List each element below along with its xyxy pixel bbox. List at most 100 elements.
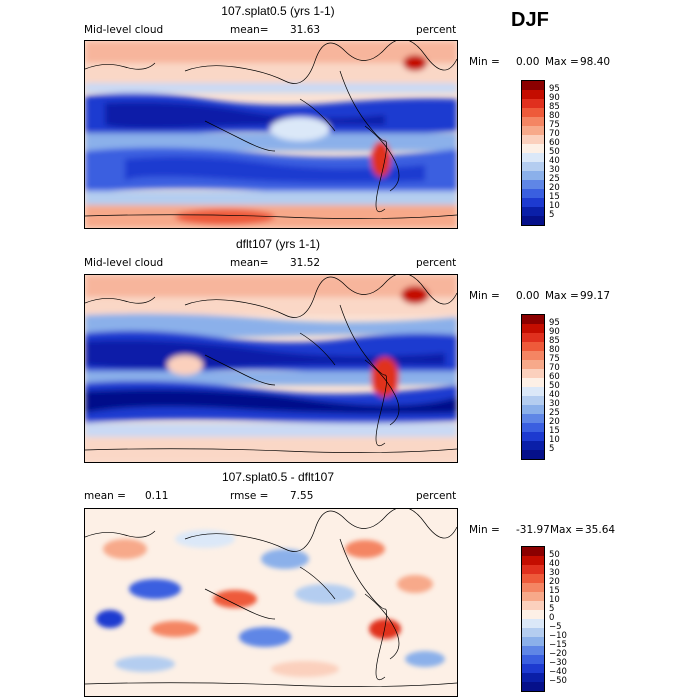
- colorbar-swatch: [522, 198, 544, 207]
- colorbar-tick-label: 20: [549, 577, 560, 587]
- colorbar-tick-label: 15: [549, 192, 560, 202]
- panel2-map-field: [85, 275, 457, 462]
- colorbar-tick-label: 25: [549, 174, 560, 184]
- colorbar-tick-label: 15: [549, 426, 560, 436]
- panel3-min-value: -31.97: [516, 524, 550, 536]
- colorbar-swatch: [522, 583, 544, 592]
- panel2-map: [84, 274, 458, 463]
- panel2-max-value: 99.17: [580, 290, 611, 302]
- panel1-variable-label: Mid-level cloud: [84, 24, 164, 36]
- colorbar-tick-label: 30: [549, 165, 560, 175]
- colorbar-swatch: [522, 432, 544, 441]
- colorbar-swatch: [522, 592, 544, 601]
- colorbar-swatch: [522, 153, 544, 162]
- colorbar-tick-label: 10: [549, 435, 560, 445]
- panel2-min-value: 0.00: [516, 290, 540, 302]
- panel1-colorbar: [521, 80, 545, 226]
- colorbar-swatch: [522, 162, 544, 171]
- colorbar-tick-label: 95: [549, 318, 560, 328]
- colorbar-swatch: [522, 673, 544, 682]
- colorbar-tick-label: 15: [549, 586, 560, 596]
- colorbar-tick-label: 50: [549, 550, 560, 560]
- colorbar-tick-label: 5: [549, 210, 555, 220]
- colorbar-swatch: [522, 405, 544, 414]
- colorbar-swatch: [522, 646, 544, 655]
- colorbar-swatch: [522, 610, 544, 619]
- panel1-mean-value: 31.63: [290, 24, 321, 36]
- colorbar-tick-label: 10: [549, 201, 560, 211]
- colorbar-swatch: [522, 99, 544, 108]
- panel3-units: percent: [416, 490, 457, 502]
- colorbar-tick-label: −5: [549, 622, 562, 632]
- colorbar-swatch: [522, 135, 544, 144]
- colorbar-swatch: [522, 81, 544, 90]
- colorbar-tick-label: 40: [549, 156, 560, 166]
- colorbar-swatch: [522, 180, 544, 189]
- colorbar-swatch: [522, 574, 544, 583]
- colorbar-tick-label: 30: [549, 568, 560, 578]
- colorbar-swatch: [522, 414, 544, 423]
- colorbar-tick-label: 75: [549, 354, 560, 364]
- colorbar-swatch: [522, 628, 544, 637]
- colorbar-tick-label: 60: [549, 372, 560, 382]
- colorbar-tick-label: 50: [549, 147, 560, 157]
- colorbar-tick-label: 70: [549, 129, 560, 139]
- colorbar-tick-label: −15: [549, 640, 567, 650]
- colorbar-tick-label: −10: [549, 631, 567, 641]
- colorbar-tick-label: 40: [549, 390, 560, 400]
- colorbar-swatch: [522, 351, 544, 360]
- colorbar-swatch: [522, 556, 544, 565]
- panel3-min-label: Min =: [469, 524, 500, 536]
- colorbar-tick-label: 5: [549, 604, 555, 614]
- panel1-max-value: 98.40: [580, 56, 611, 68]
- colorbar-swatch: [522, 369, 544, 378]
- panel2-mean-value: 31.52: [290, 257, 321, 269]
- colorbar-tick-label: 85: [549, 336, 560, 346]
- panel3-rmse-label: rmse =: [230, 490, 269, 502]
- season-label: DJF: [511, 9, 549, 31]
- colorbar-swatch: [522, 315, 544, 324]
- panel2-variable-label: Mid-level cloud: [84, 257, 164, 269]
- colorbar-tick-label: 0: [549, 613, 555, 623]
- colorbar-swatch: [522, 117, 544, 126]
- colorbar-swatch: [522, 216, 544, 225]
- panel2-min-label: Min =: [469, 290, 500, 302]
- colorbar-swatch: [522, 547, 544, 556]
- panel1-map-field: [85, 41, 457, 228]
- colorbar-tick-label: 80: [549, 345, 560, 355]
- colorbar-swatch: [522, 333, 544, 342]
- colorbar-tick-label: 30: [549, 399, 560, 409]
- colorbar-tick-label: 20: [549, 183, 560, 193]
- colorbar-tick-label: 60: [549, 138, 560, 148]
- panel1-min-label: Min =: [469, 56, 500, 68]
- colorbar-swatch: [522, 601, 544, 610]
- colorbar-swatch: [522, 387, 544, 396]
- panel1-title: 107.splat0.5 (yrs 1-1): [221, 4, 335, 18]
- colorbar-tick-label: 40: [549, 559, 560, 569]
- panel3-rmse-value: 7.55: [290, 490, 314, 502]
- panel3-title: 107.splat0.5 - dflt107: [221, 470, 335, 484]
- colorbar-tick-label: 5: [549, 444, 555, 454]
- panel3-max-value: 35.64: [585, 524, 616, 536]
- colorbar-swatch: [522, 664, 544, 673]
- panel2-mean-label: mean=: [230, 257, 269, 269]
- colorbar-tick-label: −50: [549, 676, 567, 686]
- colorbar-tick-label: 85: [549, 102, 560, 112]
- colorbar-swatch: [522, 378, 544, 387]
- panel3-map-field: [85, 509, 457, 696]
- colorbar-tick-label: 50: [549, 381, 560, 391]
- panel1-mean-label: mean=: [230, 24, 269, 36]
- colorbar-tick-label: −30: [549, 658, 567, 668]
- colorbar-swatch: [522, 396, 544, 405]
- colorbar-swatch: [522, 342, 544, 351]
- panel1-units: percent: [416, 24, 457, 36]
- panel1-min-value: 0.00: [516, 56, 540, 68]
- colorbar-swatch: [522, 189, 544, 198]
- panel1-max-label: Max =: [545, 56, 579, 68]
- colorbar-swatch: [522, 126, 544, 135]
- colorbar-swatch: [522, 441, 544, 450]
- colorbar-swatch: [522, 144, 544, 153]
- colorbar-tick-label: 80: [549, 111, 560, 121]
- panel2-units: percent: [416, 257, 457, 269]
- colorbar-tick-label: 90: [549, 327, 560, 337]
